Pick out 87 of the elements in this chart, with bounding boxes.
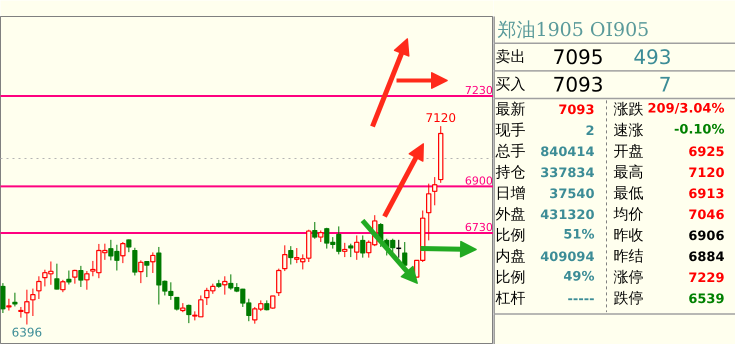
text: 7229 [688,270,725,286]
candlestick [276,268,282,296]
candlestick [342,242,348,258]
text: 840414 [540,144,595,160]
candlestick [72,269,78,284]
candlestick [132,247,138,276]
text: 涨停 [614,268,644,286]
candlestick [282,244,288,272]
text: 涨跌 [614,100,644,118]
candlestick [348,243,354,258]
text: 开盘 [614,142,644,160]
text: 209/3.04% [648,101,724,116]
text: 6884 [688,250,725,265]
candlestick [12,292,18,307]
text: 比例 [496,268,526,286]
ref-line-label: 6900 [464,174,493,188]
candlestick [144,260,150,278]
text: 均价 [612,204,644,223]
annotation: 7120 [425,111,456,126]
candlestick [138,260,144,284]
candlestick [222,276,228,296]
text: 6925 [688,144,725,160]
text: 昨结 [614,246,644,265]
candlestick [0,282,6,314]
candlestick [126,238,132,253]
text: 2 [585,124,594,139]
text: 6906 [688,228,725,244]
text: 速涨 [614,120,644,139]
text: 337834 [540,166,595,181]
ref-line-label: 7230 [464,84,493,97]
text: 7120 [688,166,725,181]
text: 现手 [496,120,526,139]
text: 跌停 [614,288,644,307]
ref-line-label: 6730 [464,220,493,234]
candlestick [180,302,186,313]
candlestick [30,288,36,316]
candlestick [270,294,276,310]
annotation: 6396 [12,325,42,340]
text: 外盘 [496,204,526,223]
candlestick [60,279,66,293]
text: -0.10% [674,122,725,138]
candlestick [78,265,84,288]
text: 日增 [496,184,526,202]
text: 493 [633,45,672,70]
text: 37540 [549,186,595,202]
text: 6539 [688,292,725,307]
candlestick [174,296,180,312]
text: 最高 [614,162,644,181]
text: 比例 [496,226,526,244]
text: 杠杆 [494,288,526,307]
candlestick [312,222,318,240]
text: 7093 [552,72,604,97]
text: 郑油1905 OI905 [498,18,650,41]
text: 7093 [558,102,595,118]
candlestick [66,270,72,285]
candlestick [6,298,12,312]
candlestick [396,239,402,258]
text: 总手 [494,142,526,160]
text: 7095 [552,45,604,70]
text: ----- [568,292,595,307]
text: 6913 [688,186,725,202]
text: 7 [658,72,672,97]
candlestick [288,246,294,265]
candlestick [54,263,60,290]
text: 卖出 [496,48,526,66]
candlestick [318,230,324,243]
text: 431320 [540,208,595,223]
candlestick [432,176,438,206]
candlestick [120,242,126,264]
candlestick [360,234,366,258]
text: 昨收 [614,226,644,244]
text: 409094 [540,250,595,265]
text: 最低 [614,184,644,202]
candlestick [84,270,90,290]
text: 买入 [496,75,526,94]
candlestick [186,304,192,324]
text: 51% [563,227,595,242]
candlestick [150,252,156,274]
text: 持仓 [496,162,526,181]
candlestick [426,183,432,241]
text: 最新 [496,100,526,118]
text: 7046 [688,208,725,223]
candlestick [264,300,270,312]
text: 内盘 [496,246,526,265]
candlestick [354,234,360,260]
text: 49% [563,269,595,284]
candlestick [36,276,42,300]
